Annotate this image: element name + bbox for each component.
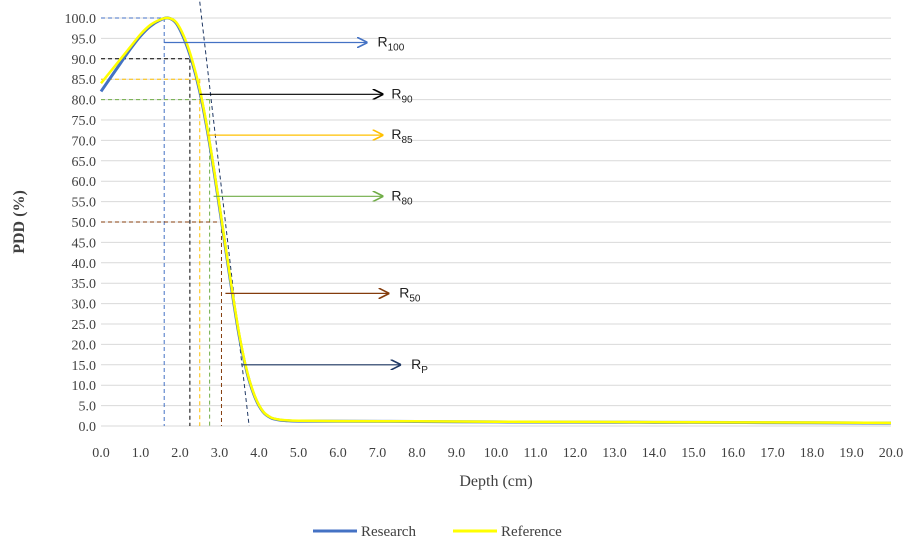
reference-guides (101, 1, 250, 427)
y-tick-label: 85.0 (72, 73, 97, 88)
x-tick-label: 15.0 (681, 446, 706, 461)
x-tick-label: 14.0 (642, 446, 667, 461)
x-tick-label: 16.0 (721, 446, 746, 461)
annotation-label-r90: R90 (391, 85, 413, 105)
y-tick-label: 60.0 (72, 175, 97, 190)
annotation-label-r50: R50 (399, 284, 421, 304)
y-tick-label: 65.0 (72, 155, 97, 170)
x-tick-label: 7.0 (369, 446, 387, 461)
x-tick-label: 2.0 (171, 446, 189, 461)
y-tick-label: 75.0 (72, 114, 97, 129)
y-tick-label: 20.0 (72, 338, 97, 353)
y-tick-label: 55.0 (72, 196, 97, 211)
x-tick-label: 8.0 (408, 446, 426, 461)
y-tick-label: 70.0 (72, 134, 97, 149)
legend: Research Reference (313, 524, 562, 540)
y-axis-title: PDD (%) (11, 190, 28, 254)
annotation-label-r80: R80 (391, 187, 413, 207)
annotations: R100 R90 R85 R80 R50 RP (164, 33, 428, 376)
legend-label-reference: Reference (501, 524, 562, 540)
y-tick-label: 50.0 (72, 216, 97, 231)
series-line-research (99, 16, 892, 425)
y-tick-label: 5.0 (79, 400, 97, 415)
annotation-label-r85: R85 (391, 126, 413, 146)
series-line-reference (100, 16, 892, 425)
y-tick-label: 95.0 (72, 32, 97, 47)
y-tick-label: 80.0 (72, 94, 97, 109)
x-tick-label: 4.0 (250, 446, 268, 461)
x-tick-label: 13.0 (602, 446, 627, 461)
x-tick-label: 17.0 (760, 446, 785, 461)
x-tick-label: 19.0 (839, 446, 864, 461)
y-tick-label: 15.0 (72, 359, 97, 374)
gridlines (101, 17, 891, 427)
x-axis-title: Depth (cm) (459, 473, 532, 490)
y-tick-label: 35.0 (72, 277, 97, 292)
x-tick-label: 12.0 (563, 446, 588, 461)
series-lines (99, 16, 892, 425)
y-tick-label: 45.0 (72, 236, 97, 251)
x-tick-label: 20.0 (879, 446, 904, 461)
legend-label-research: Research (361, 524, 416, 540)
x-tick-label: 6.0 (329, 446, 347, 461)
y-tick-label: 30.0 (72, 298, 97, 313)
y-tick-label: 40.0 (72, 257, 97, 272)
y-tick-label: 90.0 (72, 53, 97, 68)
x-tick-label: 11.0 (524, 446, 548, 461)
x-tick-label: 1.0 (132, 446, 150, 461)
x-tick-label: 18.0 (800, 446, 825, 461)
x-axis-ticks: 0.0 1.0 2.0 3.0 4.0 5.0 6.0 7.0 8.0 9.0 10.0 11.0 12… (92, 446, 903, 461)
annotation-label-r100: R100 (378, 33, 405, 53)
x-tick-label: 5.0 (290, 446, 308, 461)
y-tick-label: 10.0 (72, 379, 97, 394)
y-tick-label: 25.0 (72, 318, 97, 333)
annotation-label-rp: RP (411, 356, 428, 376)
x-tick-label: 0.0 (92, 446, 110, 461)
y-tick-label: 100.0 (65, 12, 97, 27)
y-tick-label: 0.0 (79, 420, 97, 435)
guide-tangent-rp (199, 1, 250, 427)
y-axis-ticks: 0.0 5.0 10.0 15.0 20.0 25.0 30.0 35.0 40.0 45.0 50… (65, 12, 97, 435)
x-tick-label: 3.0 (211, 446, 229, 461)
x-tick-label: 10.0 (484, 446, 509, 461)
x-tick-label: 9.0 (448, 446, 466, 461)
